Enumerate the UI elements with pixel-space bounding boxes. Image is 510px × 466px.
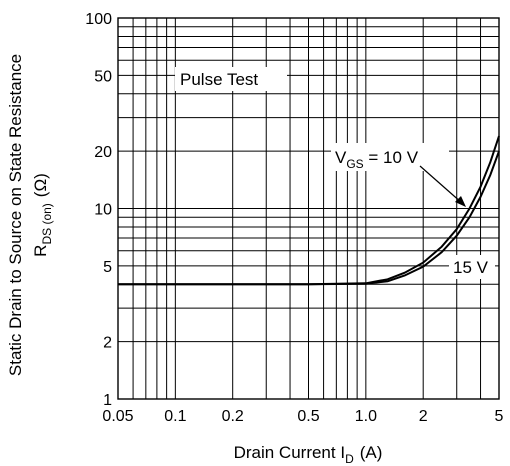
y-tick-label: 5 xyxy=(103,259,112,276)
x-tick-label: 2 xyxy=(419,408,428,425)
series-arrow-10v xyxy=(419,165,463,204)
series-arrowhead-10v xyxy=(455,196,466,207)
y-axis-title-line1-group: Static Drain to Source on State Resistan… xyxy=(6,54,25,376)
y-tick-label: 1 xyxy=(103,392,112,409)
annotation-pulse-test: Pulse Test xyxy=(180,70,258,89)
series-group xyxy=(118,135,500,286)
x-tick-label: 5 xyxy=(495,408,504,425)
series-label-10v-sub: GS xyxy=(346,157,363,171)
y-tick-label: 2 xyxy=(103,335,112,352)
x-axis-title-sub: D xyxy=(345,452,354,466)
x-tick-label: 0.05 xyxy=(102,408,133,425)
plot-frame xyxy=(117,17,500,400)
x-tick-label: 0.1 xyxy=(164,408,186,425)
x-tick-label: 1.0 xyxy=(355,408,377,425)
y-axis-title-line2: RDS (on) (Ω) xyxy=(31,173,54,257)
y-tick-label: 50 xyxy=(94,68,112,85)
y-axis-title-line2-group: RDS (on) (Ω) xyxy=(31,173,54,257)
series-label-10v-main: V xyxy=(335,148,347,167)
x-axis-title-unit: (A) xyxy=(360,443,383,462)
series-label-bg-15v xyxy=(449,255,495,279)
series-label-10v-rest: = 10 V xyxy=(364,148,419,167)
annotation-bg xyxy=(175,67,287,91)
y-tick-label: 10 xyxy=(94,202,112,219)
x-tick-label: 0.5 xyxy=(297,408,319,425)
series-label-15v: 15 V xyxy=(453,258,489,277)
y-axis-title-sub: DS (on) xyxy=(40,203,54,244)
series-label-bg-10v xyxy=(331,143,449,171)
x-axis-title-main: Drain Current I xyxy=(234,443,345,462)
x-axis-title: Drain Current ID (A) xyxy=(234,443,383,466)
y-tick-label: 20 xyxy=(94,144,112,161)
x-tick-label: 0.2 xyxy=(222,408,244,425)
tick-labels: 0.05 0.1 0.2 0.5 1.0 2 5 1 2 5 10 20 50 100 xyxy=(85,11,503,425)
series-line-1 xyxy=(118,150,500,286)
y-axis-title-line1: Static Drain to Source on State Resistan… xyxy=(6,54,25,376)
y-axis-title-unit: (Ω) xyxy=(31,173,50,197)
series-label-10v: VGS = 10 V xyxy=(335,148,419,171)
y-axis-title-main: R xyxy=(31,245,50,257)
y-tick-label: 100 xyxy=(85,11,112,28)
